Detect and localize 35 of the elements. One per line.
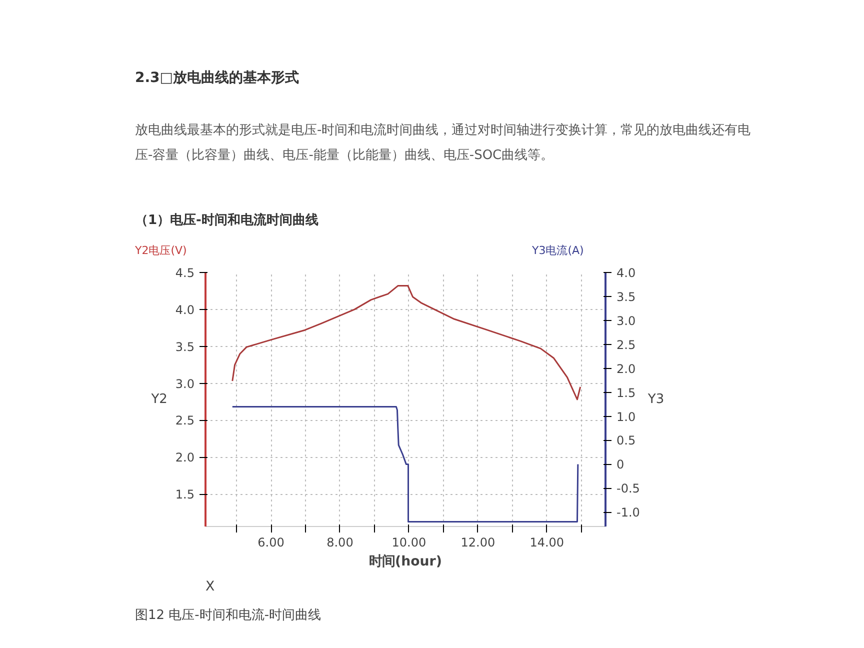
x-tick-label: 6.00 (258, 536, 284, 550)
y-tick-label: 2.0 (175, 450, 195, 465)
x-tick-label: 8.00 (326, 536, 354, 550)
x-tick-label: 10.00 (392, 536, 426, 550)
text: Y3 (646, 392, 664, 407)
y-tick-label: 3.0 (175, 376, 195, 391)
y2-tick-label: 2.0 (616, 362, 636, 376)
y2-tick-label: -1.0 (616, 506, 640, 520)
y-axis-title: Y2电压(V) (135, 243, 187, 259)
chart-subtitle: 放电曲线最基本的形式就是电压-时间和电流时间曲线，通过对时间轴进行变换计算，常见的放电曲线还有电压-容量（比容量）曲线、电压-能量（比能量）曲线、电压-SOC曲线等。 (135, 122, 752, 165)
y2-tick-label: 1.0 (616, 410, 636, 424)
caption: 图12 电压-时间和电流-时间曲线 (135, 607, 322, 625)
x-tick-label: 12.00 (460, 536, 496, 550)
y2-tick-label: -0.5 (616, 482, 640, 496)
x-tick-label: 14.00 (530, 536, 564, 550)
x-axis-title: 时间(hour) (369, 554, 442, 570)
y2-tick-label: 0 (616, 458, 624, 472)
text: （1）电压-时间和电流时间曲线 (135, 212, 318, 230)
y2-tick-label: 0.5 (616, 434, 636, 448)
y2-tick-label: 1.5 (616, 386, 636, 400)
line-series (232, 406, 579, 522)
y2-tick-label: 4.0 (616, 266, 636, 280)
y2-tick-label: 3.0 (616, 314, 636, 328)
y2-axis-title: Y3电流(A) (532, 243, 584, 259)
y-tick-label: 4.0 (175, 302, 195, 317)
y-tick-label: 4.5 (175, 266, 195, 280)
y2-tick-label: 3.5 (616, 290, 636, 304)
y-tick-label: 2.5 (175, 414, 195, 428)
y-tick-label: 1.5 (175, 488, 195, 502)
line-series (232, 285, 582, 400)
y2-tick-label: 2.5 (616, 338, 636, 352)
y-tick-label: 3.5 (175, 340, 195, 354)
text: Y2 (150, 392, 168, 407)
text: X (206, 580, 215, 594)
chart-title: 2.3□放电曲线的基本形式 (135, 69, 300, 88)
